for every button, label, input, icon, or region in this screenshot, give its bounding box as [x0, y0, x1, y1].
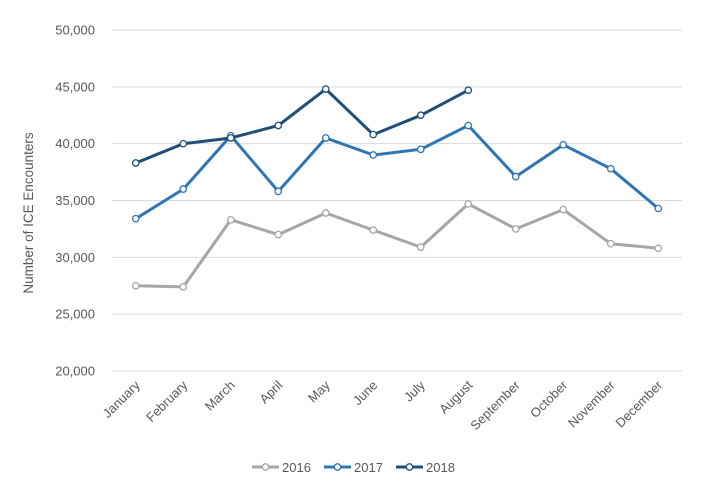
data-point: [606, 164, 615, 173]
data-point: [179, 185, 188, 193]
data-point: [416, 243, 425, 251]
x-tick-label: December: [612, 377, 665, 430]
data-point: [274, 121, 283, 130]
x-tick-label: August: [436, 377, 475, 416]
y-tick-label: 30,000: [55, 250, 95, 265]
y-tick-label: 45,000: [55, 79, 95, 94]
x-tick-label: March: [202, 378, 238, 414]
data-point: [131, 281, 140, 290]
x-tick-label: September: [467, 377, 523, 433]
legend-marker: [333, 463, 342, 471]
data-point: [131, 159, 140, 167]
x-tick-label: April: [256, 377, 285, 406]
data-point: [464, 121, 473, 130]
legend-item-2016: 2016: [252, 460, 311, 475]
data-point: [321, 134, 330, 142]
legend-label: 2018: [426, 460, 455, 475]
data-point: [559, 205, 568, 214]
data-point: [131, 214, 140, 223]
data-point: [321, 85, 330, 93]
data-point: [654, 204, 663, 213]
x-tick-label: February: [143, 377, 191, 425]
legend-marker: [405, 463, 414, 471]
data-point: [654, 244, 663, 253]
y-axis-ticks: 20,000 25,000 30,000 35,000 40,000 45,000 50,0…: [55, 23, 95, 379]
series-2018: [131, 85, 473, 167]
data-point: [369, 151, 378, 159]
data-point: [226, 134, 235, 142]
data-point: [321, 209, 330, 217]
y-axis-title: Number of ICE Encounters: [21, 132, 36, 294]
x-tick-label: May: [305, 377, 333, 405]
data-point: [464, 200, 473, 208]
data-point: [416, 145, 425, 154]
data-point: [369, 130, 378, 139]
x-tick-label: November: [565, 377, 618, 430]
data-point: [274, 230, 283, 239]
data-point: [416, 111, 425, 120]
data-point: [511, 225, 520, 233]
y-tick-label: 35,000: [55, 193, 95, 208]
data-point: [179, 139, 188, 148]
series-line: [135, 124, 660, 220]
x-tick-label: October: [527, 377, 571, 421]
y-tick-label: 25,000: [55, 307, 95, 322]
series-line: [135, 202, 659, 289]
legend-marker: [261, 463, 270, 471]
x-tick-label: July: [401, 377, 428, 404]
series-lines: [131, 85, 663, 291]
data-point: [274, 187, 283, 196]
data-point: [511, 172, 520, 181]
gridlines: [112, 29, 682, 372]
y-tick-label: 50,000: [55, 23, 95, 38]
data-point: [179, 283, 188, 291]
legend-label: 2017: [354, 460, 383, 475]
legend-item-2018: 2018: [396, 460, 455, 475]
data-point: [559, 140, 568, 149]
x-axis-ticks: January February March April May June July Augu…: [100, 377, 666, 433]
series-2016: [131, 200, 663, 291]
series-2017: [131, 121, 663, 223]
data-point: [606, 239, 615, 248]
x-tick-label: June: [350, 378, 381, 409]
x-tick-label: January: [100, 377, 144, 421]
legend-label: 2016: [282, 460, 311, 475]
y-tick-label: 40,000: [55, 136, 95, 151]
series-line: [135, 87, 470, 165]
legend-item-2017: 2017: [324, 460, 383, 475]
legend: 2016 2017 2018: [252, 460, 455, 475]
data-point: [226, 215, 235, 224]
y-tick-label: 20,000: [55, 364, 95, 379]
data-point: [464, 86, 473, 95]
data-point: [369, 226, 378, 234]
